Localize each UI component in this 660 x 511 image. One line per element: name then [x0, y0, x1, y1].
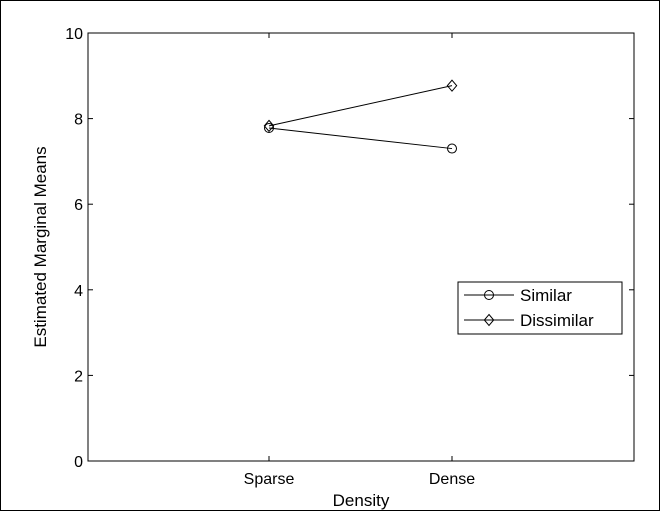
- y-tick-label: 4: [74, 283, 83, 300]
- data-point: [264, 123, 274, 134]
- legend-label: Similar: [520, 286, 572, 305]
- legend-marker: [484, 290, 494, 300]
- legend-marker: [483, 313, 495, 327]
- series-similar: [264, 123, 457, 154]
- series-line: [268, 127, 453, 150]
- x-axis-ticks: Sparse Dense: [244, 33, 475, 488]
- legend: Similar Dissimilar: [457, 281, 623, 335]
- y-axis-ticks: 0 2 4 6 8 10: [65, 26, 634, 471]
- legend-entry: Similar: [464, 286, 572, 305]
- legend-entry: Dissimilar: [464, 311, 594, 330]
- y-tick-label: 10: [65, 26, 83, 43]
- data-point: [447, 143, 457, 154]
- plot-area: [87, 32, 635, 462]
- series-line: [268, 85, 453, 127]
- series-layer: [263, 79, 458, 154]
- legend-label: Dissimilar: [520, 311, 594, 330]
- y-tick-label: 2: [74, 368, 83, 385]
- y-axis-label: Estimated Marginal Means: [31, 146, 50, 347]
- data-point: [446, 79, 458, 92]
- series-dissimilar: [263, 79, 458, 133]
- data-point: [263, 119, 275, 133]
- legend-box: [457, 281, 623, 335]
- y-tick-label: 0: [74, 454, 83, 471]
- y-tick-label: 6: [74, 197, 83, 214]
- x-tick-label: Dense: [429, 471, 475, 488]
- x-axis-label: Density: [333, 491, 390, 510]
- y-tick-label: 8: [74, 112, 83, 129]
- x-tick-label: Sparse: [244, 471, 295, 488]
